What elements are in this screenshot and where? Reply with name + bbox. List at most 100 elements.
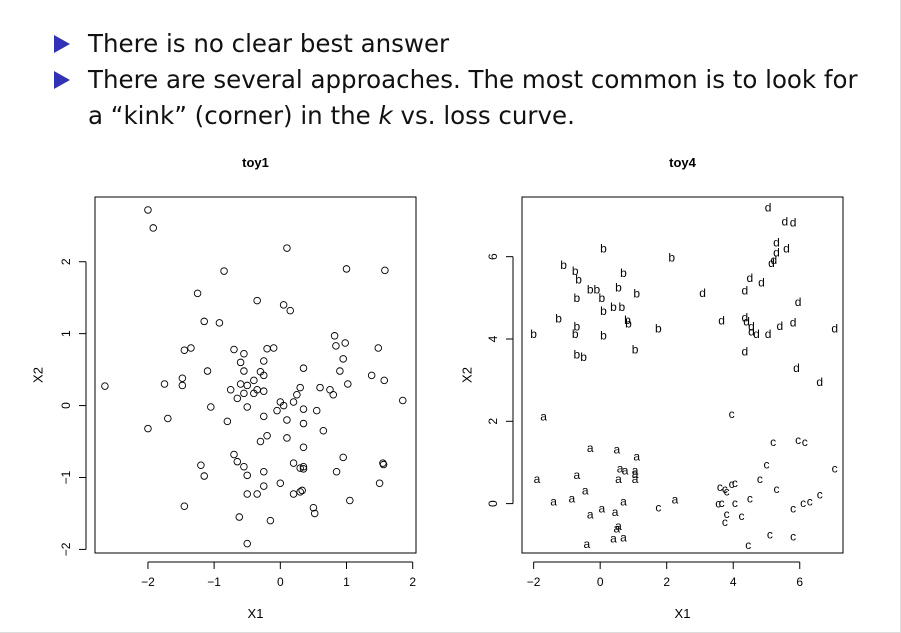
- data-point-a: a: [610, 532, 617, 546]
- data-point-c: c: [767, 527, 773, 541]
- data-point: [260, 412, 268, 421]
- data-point-a: a: [540, 409, 547, 423]
- data-point: [260, 371, 268, 380]
- data-point: [399, 396, 407, 405]
- data-point-c: c: [729, 477, 735, 491]
- data-point: [160, 380, 169, 388]
- data-point-c: c: [763, 458, 769, 472]
- data-point-c: c: [715, 497, 721, 511]
- data-point-a: a: [613, 521, 620, 535]
- data-point: [260, 387, 268, 395]
- data-point: [283, 416, 291, 424]
- data-point-c: c: [770, 435, 776, 449]
- data-point: [260, 357, 268, 365]
- data-point-d: d: [748, 320, 755, 334]
- data-point-c: c: [800, 496, 806, 510]
- data-point-d: d: [773, 246, 780, 260]
- data-point-d: d: [790, 316, 797, 330]
- data-point-b: b: [572, 327, 579, 341]
- data-point: [243, 539, 251, 548]
- data-point: [293, 391, 301, 399]
- data-point-c: c: [757, 472, 763, 486]
- data-point-c: c: [729, 407, 735, 421]
- data-point: [223, 417, 232, 426]
- data-point: [299, 443, 308, 452]
- data-point: [235, 513, 244, 521]
- data-point: [299, 419, 308, 428]
- bullet-text: There is no clear best answer: [88, 29, 450, 58]
- y-tick-label: −1: [59, 470, 73, 484]
- data-point: [250, 376, 258, 385]
- data-point-b: b: [600, 241, 607, 255]
- x-tick-label: −2: [527, 575, 541, 589]
- y-tick-label: 6: [486, 253, 500, 260]
- data-point: [266, 516, 275, 525]
- data-point-a: a: [672, 492, 679, 506]
- bullet-item: There are several approaches. The most c…: [52, 62, 872, 134]
- data-point: [279, 301, 288, 309]
- data-point-d: d: [747, 271, 754, 285]
- data-point-b: b: [587, 283, 594, 297]
- data-point-b: b: [594, 283, 601, 297]
- data-point-c: c: [719, 496, 725, 510]
- data-point: [330, 332, 339, 340]
- data-point-a: a: [620, 495, 627, 509]
- data-point: [276, 479, 285, 487]
- data-point: [144, 206, 152, 214]
- data-point: [375, 479, 384, 487]
- data-point-b: b: [624, 313, 631, 327]
- data-point-a: a: [613, 442, 620, 456]
- data-point-a: a: [574, 468, 581, 482]
- data-point: [339, 453, 347, 462]
- data-point-a: a: [612, 505, 619, 519]
- data-point: [289, 459, 298, 467]
- data-point: [226, 385, 235, 394]
- data-point-d: d: [742, 311, 749, 325]
- data-point: [207, 403, 215, 411]
- data-point-b: b: [600, 304, 607, 318]
- data-point-d: d: [768, 256, 775, 270]
- data-point-b: b: [600, 329, 607, 343]
- data-point: [180, 346, 189, 354]
- data-point-d: d: [793, 361, 800, 375]
- x-tick-label: 2: [663, 575, 670, 589]
- data-point-d: d: [776, 319, 783, 333]
- x-tick-label: 0: [277, 575, 284, 589]
- data-point-d: d: [748, 325, 755, 339]
- chart-title: toy1: [242, 155, 269, 170]
- data-point: [344, 380, 352, 388]
- data-point: [233, 394, 242, 403]
- data-point-c: c: [832, 462, 838, 476]
- data-point: [346, 496, 354, 505]
- bullet-item: There is no clear best answer: [52, 26, 872, 62]
- data-point-d: d: [765, 327, 772, 341]
- data-point-b: b: [574, 291, 581, 305]
- data-point: [286, 306, 294, 315]
- data-point: [283, 434, 291, 442]
- data-point-b: b: [530, 327, 537, 341]
- data-point: [269, 344, 278, 352]
- data-point-a: a: [587, 508, 594, 522]
- bullet-text: There are several approaches. The most c…: [88, 65, 858, 130]
- data-point-a: a: [632, 467, 639, 481]
- data-point: [283, 244, 291, 252]
- data-point-a: a: [632, 472, 639, 486]
- data-point: [332, 467, 341, 476]
- data-point-a: a: [615, 472, 622, 486]
- data-point: [236, 380, 245, 388]
- data-point-c: c: [717, 480, 723, 494]
- x-axis-label: X1: [675, 606, 691, 621]
- data-point-d: d: [742, 283, 749, 297]
- data-point: [309, 503, 318, 512]
- data-point-c: c: [790, 502, 796, 516]
- data-point-c: c: [732, 476, 738, 490]
- data-point-c: c: [722, 482, 728, 496]
- data-point-c: c: [773, 482, 779, 496]
- data-point: [279, 401, 288, 410]
- data-point: [215, 319, 224, 327]
- data-point-a: a: [633, 449, 640, 463]
- data-point-d: d: [773, 235, 780, 249]
- data-point-a: a: [569, 491, 576, 505]
- data-point: [187, 344, 195, 352]
